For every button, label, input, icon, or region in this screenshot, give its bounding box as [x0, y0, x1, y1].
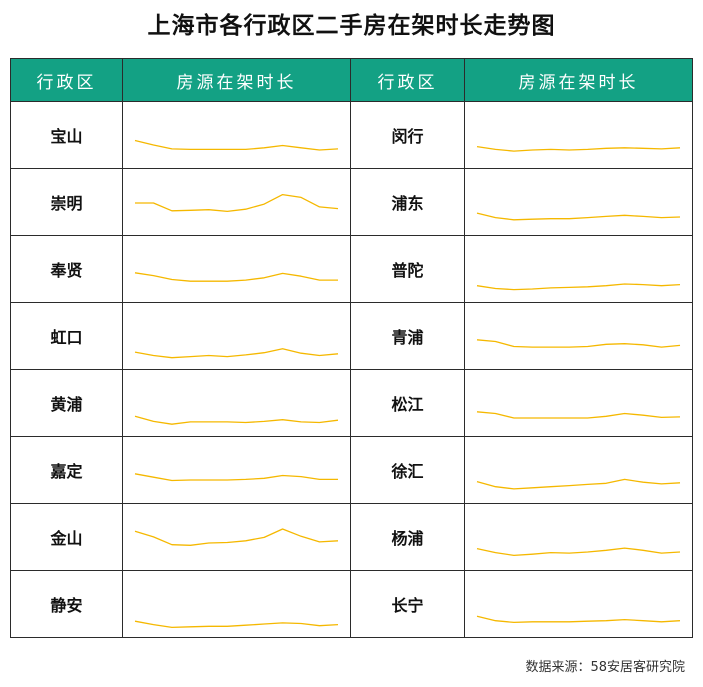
series-line [134, 348, 339, 359]
sparkline-chart [134, 348, 339, 359]
series-line [135, 193, 339, 213]
sparkline-chart [476, 547, 681, 557]
data-source: 数据来源：58安居客研究院 [525, 660, 685, 675]
series-line [476, 145, 681, 152]
series-line [476, 615, 681, 624]
sparkline-cell [122, 168, 351, 236]
sparkline-chart [134, 620, 339, 629]
sparkline-chart [134, 473, 338, 482]
header-district-right: 行政区 [350, 58, 465, 102]
district-name: 青浦 [350, 302, 465, 370]
table-row: 嘉定 徐汇 [10, 436, 693, 504]
district-name: 杨浦 [350, 503, 465, 571]
sparkline-cell [122, 302, 351, 370]
header-row: 行政区 房源在架时长 行政区 房源在架时长 [10, 58, 693, 102]
series-line [476, 478, 681, 490]
district-name: 静安 [10, 570, 123, 638]
sparkline-cell [464, 436, 693, 504]
district-name: 普陀 [350, 235, 465, 303]
table-row: 崇明 浦东 [10, 168, 693, 236]
series-line [476, 339, 681, 348]
district-name: 崇明 [10, 168, 123, 236]
series-line [476, 547, 681, 557]
sparkline-chart [476, 339, 681, 348]
district-name: 宝山 [10, 101, 123, 169]
sparkline-chart [134, 272, 338, 282]
sparkline-chart [134, 528, 339, 546]
district-name: 徐汇 [350, 436, 465, 504]
chart-title: 上海市各行政区二手房在架时长走势图 [147, 13, 556, 39]
series-line [134, 272, 338, 282]
sparkline-chart [134, 415, 339, 425]
header-duration-left: 房源在架时长 [122, 58, 351, 102]
sparkline-chart [476, 212, 681, 221]
district-name: 浦东 [350, 168, 465, 236]
series-line [476, 212, 681, 221]
sparkline-chart [135, 193, 339, 213]
header-district-left: 行政区 [10, 58, 123, 102]
table-row: 金山 杨浦 [10, 503, 693, 571]
table-row: 黄浦 松江 [10, 369, 693, 437]
series-line [134, 528, 339, 546]
sparkline-cell [464, 168, 693, 236]
sparkline-cell [464, 503, 693, 571]
sparkline-cell [464, 369, 693, 437]
series-line [134, 415, 339, 425]
sparkline-chart [476, 145, 681, 152]
series-line [134, 473, 338, 482]
sparkline-cell [122, 101, 351, 169]
district-name: 闵行 [350, 101, 465, 169]
series-line [476, 283, 681, 291]
sparkline-chart [476, 615, 681, 624]
sparkline-chart [476, 283, 681, 291]
sparkline-cell [122, 503, 351, 571]
table-row: 奉贤 普陀 [10, 235, 693, 303]
district-name: 金山 [10, 503, 123, 571]
sparkline-cell [464, 235, 693, 303]
series-line [134, 620, 339, 629]
series-line [476, 411, 681, 419]
sparkline-cell [464, 101, 693, 169]
district-name: 虹口 [10, 302, 123, 370]
header-duration-right: 房源在架时长 [464, 58, 693, 102]
table-row: 虹口 青浦 [10, 302, 693, 370]
sparkline-cell [122, 235, 351, 303]
district-duration-table: 行政区 房源在架时长 行政区 房源在架时长 宝山 闵行 崇明 浦东 奉贤 普陀 虹口 青浦 黄浦… [10, 58, 693, 638]
sparkline-cell [122, 570, 351, 638]
sparkline-chart [134, 139, 339, 151]
district-name: 嘉定 [10, 436, 123, 504]
district-name: 长宁 [350, 570, 465, 638]
sparkline-chart [476, 411, 681, 419]
sparkline-chart [476, 478, 681, 490]
table-row: 宝山 闵行 [10, 101, 693, 169]
sparkline-cell [464, 302, 693, 370]
sparkline-cell [122, 369, 351, 437]
district-name: 奉贤 [10, 235, 123, 303]
sparkline-cell [464, 570, 693, 638]
sparkline-cell [122, 436, 351, 504]
district-name: 黄浦 [10, 369, 123, 437]
series-line [134, 139, 339, 151]
table-row: 静安 长宁 [10, 570, 693, 638]
district-name: 松江 [350, 369, 465, 437]
